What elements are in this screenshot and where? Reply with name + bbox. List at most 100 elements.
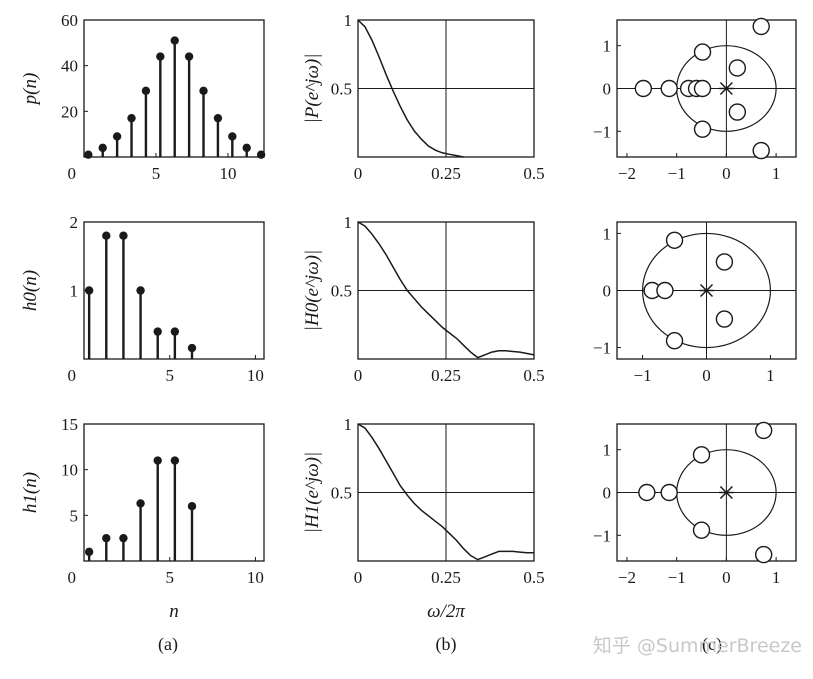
y-tick-label: 20 [61, 102, 78, 121]
zero-marker [693, 43, 712, 61]
zero-marker [728, 103, 747, 121]
zero-marker [715, 253, 734, 271]
x-tick-label: 0 [354, 164, 363, 183]
zero-marker [752, 17, 770, 36]
y-tick-label: 10 [61, 461, 78, 480]
x-tick-label: −1 [668, 568, 686, 587]
x-tick-label: 10 [247, 366, 264, 385]
zero-marker [754, 421, 773, 440]
y-tick-label: 1 [603, 224, 612, 243]
origin-label: 0 [68, 568, 77, 587]
stem-marker [141, 86, 151, 95]
x-tick-label: 0 [702, 366, 711, 385]
zero-marker [715, 310, 734, 328]
y-tick-label: 0 [603, 80, 612, 99]
y-tick-label: −1 [593, 122, 611, 141]
panel-pz_h1: −2 −1 0 1 1 0 −1 [593, 421, 797, 587]
x-tick-label: 5 [165, 568, 174, 587]
panel-pz_h0: −1 0 1 1 0 −1 [593, 221, 797, 385]
panel-P_mag: 0 0.25 0.5 0.5 1 |P(e^jω)| [302, 11, 545, 183]
zero-marker [693, 120, 712, 138]
x-tick-label: −2 [618, 164, 636, 183]
x-tick-label: 0 [354, 568, 363, 587]
stem-marker [84, 547, 94, 557]
stem-marker [102, 231, 111, 240]
y-axis-label: h1(n) [20, 472, 41, 513]
stem-marker [187, 502, 197, 511]
zero-marker [692, 446, 711, 464]
y-tick-label: 15 [61, 415, 78, 434]
zero-marker [638, 483, 656, 502]
panel-caption: (b) [436, 634, 457, 655]
unit-circle [641, 232, 772, 349]
stem-marker [228, 132, 237, 141]
stem-marker [256, 150, 266, 159]
zero-marker [754, 545, 773, 564]
panel-H0_mag: 0 0.25 0.5 0.5 1 |H0(e^jω)| [302, 213, 545, 385]
x-tick-label: 0.25 [431, 366, 461, 385]
stem-marker [170, 327, 180, 336]
stem-marker [242, 143, 251, 153]
x-tick-label: 0.5 [523, 366, 544, 385]
pole-marker [719, 81, 734, 96]
y-axis-label: |P(e^jω)| [302, 54, 323, 124]
x-tick-label: 0.25 [431, 568, 461, 587]
stem-marker [170, 36, 179, 45]
y-tick-label: 60 [61, 11, 78, 30]
stem-marker [119, 231, 128, 240]
y-tick-label: 40 [61, 57, 78, 76]
zero-marker [656, 281, 674, 300]
stem-marker [153, 327, 162, 336]
panel-p: 5 10 20 40 60 0 p(n) [20, 11, 266, 183]
x-tick-label: 10 [220, 164, 237, 183]
x-tick-label: 0.25 [431, 164, 461, 183]
zero-marker [692, 521, 711, 539]
x-tick-label: 10 [247, 568, 264, 587]
stem-marker [112, 132, 122, 141]
zero-marker [728, 59, 747, 77]
y-tick-label: 1 [344, 11, 353, 30]
stem-marker [170, 456, 180, 465]
stem-marker [136, 499, 145, 508]
zero-marker [752, 141, 770, 160]
y-axis-label: |H1(e^jω)| [302, 452, 323, 533]
x-tick-label: 1 [772, 568, 781, 587]
x-tick-label: −2 [618, 568, 636, 587]
y-tick-label: 2 [70, 213, 79, 232]
stem-marker [102, 533, 111, 543]
origin-label: 0 [68, 366, 77, 385]
zero-marker [660, 483, 678, 502]
stem-marker [184, 52, 194, 61]
panel-pz_p: −2 −1 0 1 1 0 −1 [593, 17, 797, 183]
y-tick-label: 1 [70, 282, 79, 301]
stem-marker [136, 286, 145, 295]
stem-marker [213, 113, 223, 123]
pole-marker [699, 283, 714, 298]
x-tick-label: 0.5 [523, 164, 544, 183]
x-tick-label: 1 [772, 164, 781, 183]
y-tick-label: 0 [603, 484, 612, 503]
y-tick-label: 1 [603, 37, 612, 56]
zero-marker [634, 79, 653, 98]
x-tick-label: −1 [668, 164, 686, 183]
x-tick-label: 0.5 [523, 568, 544, 587]
pole-marker [719, 485, 734, 500]
watermark: 知乎 @SummerBreeze [593, 635, 802, 657]
stem-marker [187, 343, 197, 353]
x-tick-label: 0 [354, 366, 363, 385]
stem-marker [199, 86, 208, 95]
y-tick-label: 1 [344, 415, 353, 434]
y-tick-label: 5 [70, 506, 79, 525]
x-tick-label: 5 [152, 164, 161, 183]
zero-marker [660, 79, 678, 98]
y-tick-label: −1 [593, 526, 611, 545]
panel-caption: (c) [702, 634, 722, 655]
stem-marker [98, 143, 107, 153]
y-axis-label: |H0(e^jω)| [302, 250, 323, 331]
x-axis-label: ω/2π [427, 601, 465, 622]
panel-h1: 5 10 5 10 15 0 h1(n) n [20, 415, 265, 622]
y-tick-label: 0.5 [331, 484, 352, 503]
y-tick-label: 1 [603, 441, 612, 460]
x-tick-label: 1 [766, 366, 775, 385]
